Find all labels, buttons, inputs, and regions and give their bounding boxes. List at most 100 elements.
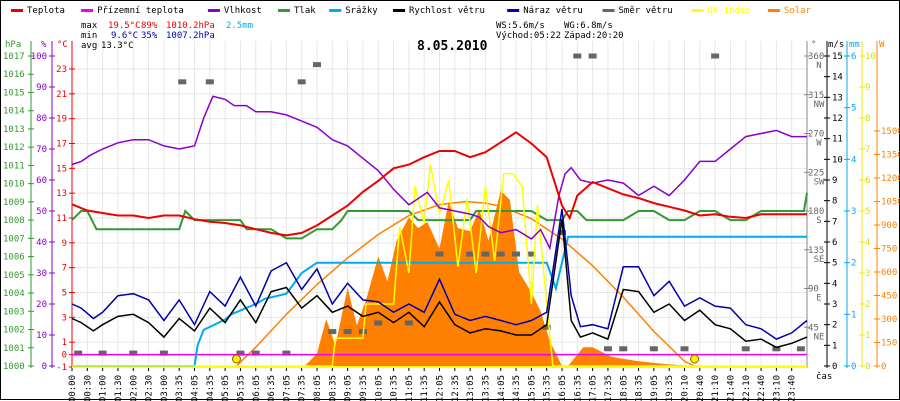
x-tick-label: 04:05: [191, 375, 201, 401]
x-tick-label: 23:40: [788, 375, 798, 401]
legend: Teplota Přízemní teplota Vlhkost Tlak Srážky…: [11, 6, 812, 16]
series-uv-line: [72, 164, 807, 367]
uv-tick-label: 6: [865, 176, 870, 186]
dir-compass-label: NW: [814, 100, 825, 110]
x-tick-label: 09:35: [359, 375, 369, 401]
pct-tick-label: 80: [36, 114, 47, 124]
hpa-tick-label: 1009: [3, 198, 25, 208]
series-wind-direction-point: [496, 251, 505, 257]
stats-sunset: Západ:20:20: [564, 31, 624, 41]
stats-max-rain: 2.5mm: [226, 21, 253, 31]
legend-label-solar: Solar: [784, 6, 812, 16]
legend-label-smer: Směr větru: [619, 6, 673, 16]
x-tick-label: 11:05: [405, 375, 415, 401]
dir-tick-label: 315: [808, 91, 824, 101]
series-wind-direction-point: [680, 346, 689, 352]
series-wind-direction-point: [619, 346, 628, 352]
x-tick-label: 15:35: [543, 375, 553, 401]
legend-swatch-srazky: [329, 9, 342, 12]
x-tick-label: 05:35: [236, 375, 246, 401]
uv-tick-label: 3: [865, 269, 870, 279]
ms-tick-label: 15: [832, 52, 843, 62]
series-wind-direction-point: [512, 251, 521, 257]
hpa-tick-label: 1010: [3, 180, 25, 190]
x-tick-label: 08:05: [313, 375, 323, 401]
x-tick-label: 22:40: [757, 375, 767, 401]
pct-tick-label: 70: [36, 145, 47, 155]
dir-compass-label: N: [816, 61, 821, 71]
x-tick-label: 14:05: [497, 375, 507, 401]
x-tick-label: 03:00: [160, 375, 170, 401]
x-tick-label: 01:00: [99, 375, 109, 401]
x-tick-label: 09:05: [344, 375, 354, 401]
mm-tick-label: 0: [851, 362, 856, 372]
x-tick-label: 00:00: [68, 375, 78, 401]
dir-compass-label: NE: [814, 332, 825, 342]
x-tick-label: 23:10: [772, 375, 782, 401]
hpa-tick-label: 1006: [3, 253, 25, 263]
pct-tick-label: 90: [36, 83, 47, 93]
ms-tick-label: 12: [832, 114, 843, 124]
ms-tick-label: 8: [832, 197, 837, 207]
hpa-axis-unit: hPa: [5, 40, 21, 50]
stats-max-press: 1010.2hPa: [166, 21, 215, 31]
x-tick-label: 07:35: [298, 375, 308, 401]
x-tick-label: 03:35: [175, 375, 185, 401]
x-tick-label: 07:05: [282, 375, 292, 401]
x-tick-label: 13:05: [466, 375, 476, 401]
ms-tick-label: 2: [832, 321, 837, 331]
w-tick-label: 900: [881, 221, 897, 231]
dir-compass-label: SE: [814, 255, 825, 265]
w-axis-unit: W: [879, 40, 885, 50]
ms-tick-label: 6: [832, 238, 837, 248]
pct-tick-label: 0: [42, 362, 47, 372]
uv-tick-label: 1: [865, 331, 870, 341]
dir-compass-label: SW: [814, 177, 825, 187]
dir-compass-label: W: [816, 139, 822, 149]
hpa-tick-label: 1013: [3, 125, 25, 135]
ms-tick-label: 13: [832, 93, 843, 103]
dir-tick-label: 45: [808, 323, 819, 333]
w-tick-label: 1350: [881, 151, 900, 161]
ms-tick-label: 9: [832, 176, 837, 186]
dir-axis-unit: °: [811, 40, 816, 50]
stats-sunrise: Východ:05:22: [496, 31, 561, 41]
series-wind-direction-point: [98, 350, 107, 356]
x-tick-label: 21:10: [711, 375, 721, 401]
stats-max-label: max: [81, 21, 98, 31]
ms-tick-label: 5: [832, 259, 837, 269]
ms-tick-label: 10: [832, 155, 843, 165]
dir-tick-label: 270: [808, 130, 824, 140]
stats-wg: WG:6.8m/s: [564, 21, 613, 31]
hpa-tick-label: 1000: [3, 362, 25, 372]
series-solar-theoretical-line: [235, 200, 695, 367]
legend-label-rychlost: Rychlost větru: [409, 6, 485, 16]
w-tick-label: 300: [881, 315, 897, 325]
stats-panel: max 19.5°C 89% 1010.2hPa 2.5mm min 9.6°C…: [81, 21, 624, 51]
x-tick-label: 13:35: [481, 375, 491, 401]
dir-tick-label: 90: [808, 285, 819, 295]
ms-tick-label: 1: [832, 341, 837, 351]
stats-min-press: 1007.2hPa: [166, 31, 215, 41]
ms-tick-label: 3: [832, 300, 837, 310]
legend-label-uv: UV index: [708, 6, 752, 16]
hpa-tick-label: 1001: [3, 344, 25, 354]
sun-marker-sunrise: [231, 354, 241, 364]
legend-label-srazky: Srážky: [345, 6, 378, 16]
legend-swatch-teplota: [11, 9, 23, 12]
series-wind-direction-point: [313, 62, 321, 68]
series-wind-speed-line: [71, 219, 808, 349]
stats-min-hum: 35%: [141, 31, 158, 41]
stats-max-hum: 89%: [141, 21, 158, 31]
series-wind-direction-point: [374, 320, 383, 326]
x-tick-label: 08:35: [328, 375, 338, 401]
dir-tick-label: 360: [808, 52, 824, 62]
series-wind-direction-point: [129, 350, 138, 356]
legend-swatch-vlhkost: [207, 9, 220, 12]
x-tick-label: 17:05: [589, 375, 599, 401]
x-tick-label: 01:30: [114, 375, 124, 401]
pct-tick-label: 100: [31, 52, 47, 62]
hpa-tick-label: 1007: [3, 234, 25, 244]
degc-tick-label: 0: [62, 351, 67, 361]
